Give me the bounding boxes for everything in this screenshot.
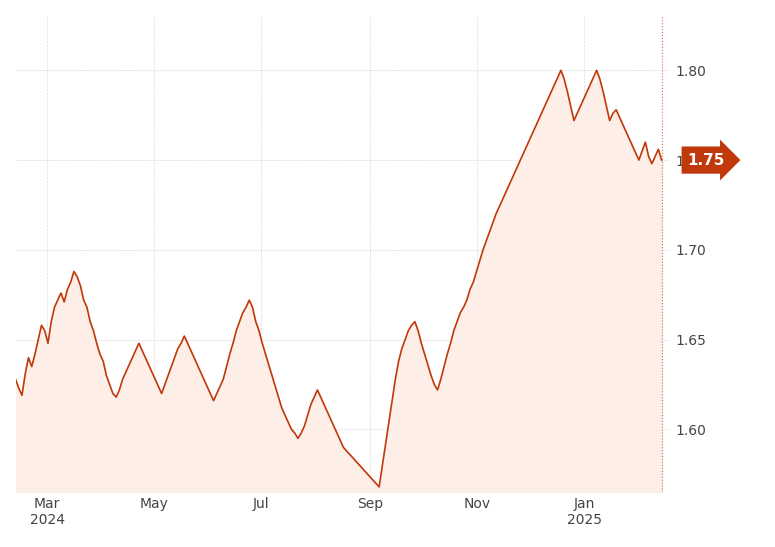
Text: 1.75: 1.75 (687, 153, 725, 167)
